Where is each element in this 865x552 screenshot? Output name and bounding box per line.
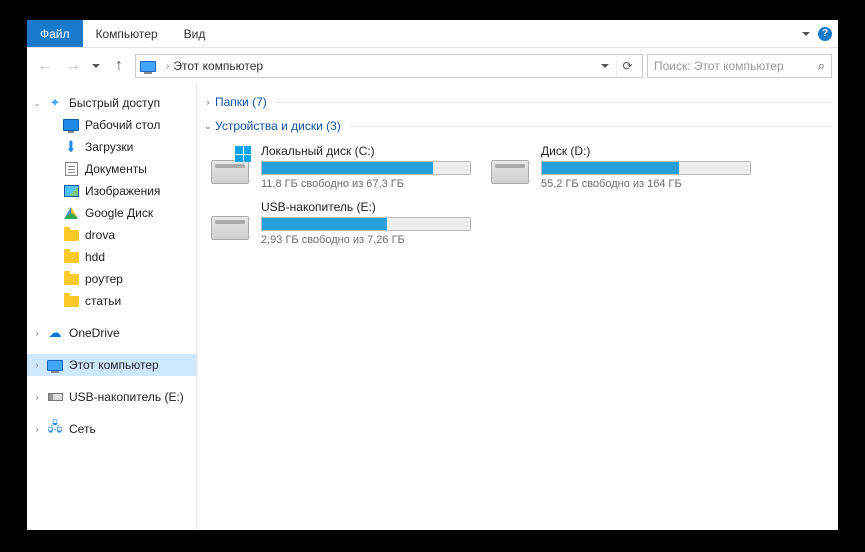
back-button[interactable]: ← (33, 54, 57, 78)
sidebar-item-downloads[interactable]: ⬇ Загрузки (27, 136, 196, 158)
address-bar[interactable]: › Этот компьютер ⟳ (135, 54, 643, 78)
drive-space-text: 2,93 ГБ свободно из 7,26 ГБ (261, 234, 471, 246)
sidebar-item-folder[interactable]: drova (27, 224, 196, 246)
ribbon-expand-icon[interactable] (802, 32, 810, 36)
drive-icon (491, 146, 531, 186)
drives-grid: Локальный диск (C:) 11,8 ГБ свободно из 6… (201, 138, 834, 256)
tab-view[interactable]: Вид (171, 20, 219, 47)
downloads-icon: ⬇ (63, 137, 79, 156)
refresh-button[interactable]: ⟳ (616, 55, 638, 77)
chevron-down-icon[interactable]: ⌄ (201, 121, 215, 132)
sidebar-item-label: Рабочий стол (85, 118, 160, 132)
chevron-right-icon[interactable]: › (201, 97, 215, 107)
gdrive-icon (63, 205, 79, 221)
drive-icon (211, 146, 251, 186)
sidebar-item-label: Документы (85, 162, 147, 176)
tab-file[interactable]: Файл (27, 20, 83, 47)
onedrive-icon: ☁ (47, 325, 63, 341)
content-pane: › Папки (7) ⌄ Устройства и диски (3) Лок… (197, 84, 838, 530)
explorer-window: Файл Компьютер Вид ? ← → ↑ › Этот компью… (27, 20, 838, 530)
address-dropdown-icon[interactable] (596, 55, 614, 77)
sidebar-item-label: Изображения (85, 184, 160, 198)
tab-computer[interactable]: Компьютер (83, 20, 171, 47)
sidebar-item-gdrive[interactable]: Google Диск (27, 202, 196, 224)
sidebar-item-folder[interactable]: статьи (27, 290, 196, 312)
history-dropdown[interactable] (89, 64, 103, 68)
drive-icon (211, 202, 251, 242)
chevron-right-icon[interactable]: › (31, 328, 43, 338)
chevron-right-icon[interactable]: › (31, 424, 43, 434)
chevron-down-icon[interactable]: ⌄ (31, 98, 43, 109)
drive-name: Локальный диск (C:) (261, 144, 471, 158)
search-box[interactable]: ⌕ (647, 54, 832, 78)
sidebar-item-desktop[interactable]: Рабочий стол (27, 114, 196, 136)
drive-space-text: 11,8 ГБ свободно из 67,3 ГБ (261, 178, 471, 190)
sidebar-onedrive[interactable]: › ☁ OneDrive (27, 322, 196, 344)
menu-bar: Файл Компьютер Вид ? (27, 20, 838, 48)
sidebar-label: Быстрый доступ (69, 96, 160, 110)
group-divider (275, 102, 834, 103)
pc-icon (140, 58, 156, 74)
sidebar-item-label: Google Диск (85, 206, 153, 220)
sidebar-this-pc[interactable]: › Этот компьютер (27, 354, 196, 376)
drive-usage-bar (541, 161, 751, 175)
search-input[interactable] (654, 59, 818, 73)
group-divider (349, 126, 834, 127)
sidebar-label: OneDrive (69, 326, 120, 340)
sidebar-item-label: hdd (85, 250, 105, 264)
chevron-right-icon[interactable]: › (31, 360, 43, 370)
group-folders[interactable]: › Папки (7) (201, 90, 834, 114)
chevron-right-icon[interactable]: › (31, 392, 43, 402)
breadcrumb-location[interactable]: Этот компьютер (173, 59, 263, 73)
sidebar-label: Этот компьютер (69, 358, 159, 372)
pc-icon (47, 357, 63, 373)
star-icon: ✦ (47, 95, 63, 111)
sidebar-item-folder[interactable]: hdd (27, 246, 196, 268)
forward-button: → (61, 54, 85, 78)
body: ⌄ ✦ Быстрый доступ Рабочий стол ⬇ Загрузк… (27, 84, 838, 530)
drive-item[interactable]: Диск (D:) 55,2 ГБ свободно из 164 ГБ (491, 144, 751, 190)
sidebar-item-documents[interactable]: Документы (27, 158, 196, 180)
up-button[interactable]: ↑ (107, 54, 131, 78)
drive-item[interactable]: Локальный диск (C:) 11,8 ГБ свободно из 6… (211, 144, 471, 190)
folder-icon (63, 293, 79, 309)
drive-usage-bar (261, 161, 471, 175)
drive-usage-bar (261, 217, 471, 231)
breadcrumb-sep-icon[interactable]: › (166, 61, 169, 72)
sidebar-item-label: статьи (85, 294, 121, 308)
sidebar-item-label: drova (85, 228, 115, 242)
sidebar-label: Сеть (69, 422, 96, 436)
folder-icon (63, 227, 79, 243)
documents-icon (63, 161, 79, 177)
desktop-icon (63, 117, 79, 133)
drive-name: Диск (D:) (541, 144, 751, 158)
pictures-icon (63, 183, 79, 199)
search-icon[interactable]: ⌕ (818, 58, 825, 74)
folder-icon (63, 249, 79, 265)
usb-icon (47, 389, 63, 405)
windows-badge-icon (235, 146, 251, 162)
group-title: Папки (7) (215, 95, 267, 109)
group-title: Устройства и диски (3) (215, 119, 341, 133)
sidebar-network[interactable]: › 🖧 Сеть (27, 418, 196, 440)
sidebar-item-folder[interactable]: роутер (27, 268, 196, 290)
sidebar-usb[interactable]: › USB-накопитель (E:) (27, 386, 196, 408)
group-devices[interactable]: ⌄ Устройства и диски (3) (201, 114, 834, 138)
sidebar-item-label: Загрузки (85, 140, 133, 154)
nav-pane: ⌄ ✦ Быстрый доступ Рабочий стол ⬇ Загрузк… (27, 84, 197, 530)
drive-item[interactable]: USB-накопитель (E:) 2,93 ГБ свободно из 7… (211, 200, 471, 246)
folder-icon (63, 271, 79, 287)
sidebar-quick-access[interactable]: ⌄ ✦ Быстрый доступ (27, 92, 196, 114)
drive-space-text: 55,2 ГБ свободно из 164 ГБ (541, 178, 751, 190)
drive-name: USB-накопитель (E:) (261, 200, 471, 214)
network-icon: 🖧 (47, 421, 63, 437)
sidebar-label: USB-накопитель (E:) (69, 390, 184, 404)
sidebar-item-label: роутер (85, 272, 123, 286)
nav-bar: ← → ↑ › Этот компьютер ⟳ ⌕ (27, 48, 838, 84)
help-icon[interactable]: ? (818, 27, 832, 41)
sidebar-item-pictures[interactable]: Изображения (27, 180, 196, 202)
